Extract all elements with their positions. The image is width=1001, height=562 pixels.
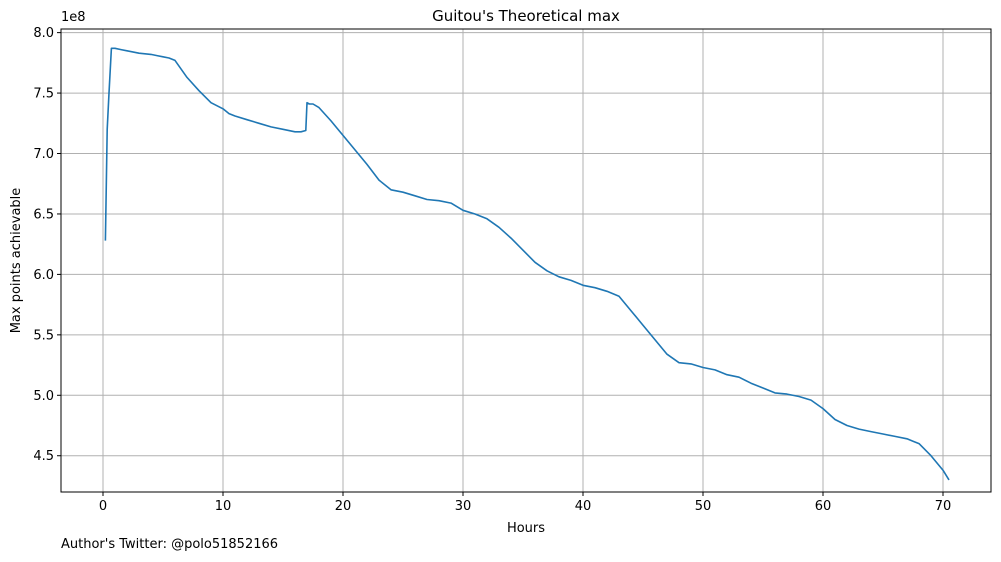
x-tick-label: 10 [215, 499, 232, 514]
plot-lines [104, 47, 950, 481]
y-tick-label: 5.5 [33, 328, 54, 343]
y-tick-label: 8.0 [33, 26, 54, 41]
y-axis-offset-label: 1e8 [61, 10, 86, 25]
x-axis-label: Hours [507, 521, 545, 536]
y-tick-label: 7.5 [33, 87, 54, 102]
y-tick-label: 6.0 [33, 268, 54, 283]
series-line [104, 47, 950, 481]
grid [61, 29, 991, 492]
x-tick-label: 40 [575, 499, 592, 514]
x-tick-label: 50 [695, 499, 712, 514]
author-note: Author's Twitter: @polo51852166 [61, 537, 279, 552]
y-tick-label: 7.0 [33, 147, 54, 162]
x-tick-label: 0 [99, 499, 107, 514]
x-tick-label: 30 [455, 499, 472, 514]
ticks: 0 10 20 30 40 50 60 70 4.5 5.0 5.5 6.0 6.5 7.0 7.5 8.0 [33, 26, 951, 514]
y-tick-label: 4.5 [33, 449, 54, 464]
chart-title: Guitou's Theoretical max [432, 7, 620, 25]
x-tick-label: 70 [935, 499, 952, 514]
y-tick-label: 6.5 [33, 207, 54, 222]
y-tick-label: 5.0 [33, 389, 54, 404]
y-axis-label: Max points achievable [9, 188, 24, 334]
x-tick-label: 60 [815, 499, 832, 514]
x-tick-label: 20 [335, 499, 352, 514]
plot-frame [60, 28, 992, 493]
